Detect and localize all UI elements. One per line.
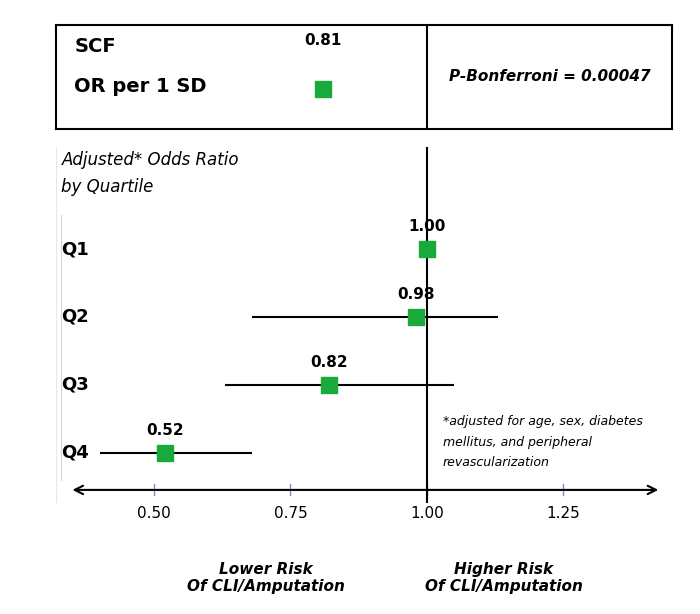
Text: *adjusted for age, sex, diabetes: *adjusted for age, sex, diabetes: [443, 415, 643, 429]
Text: SCF: SCF: [74, 37, 116, 56]
Text: 0.50: 0.50: [137, 505, 171, 521]
Text: P-Bonferroni = 0.00047: P-Bonferroni = 0.00047: [449, 69, 650, 84]
Text: 0.81: 0.81: [304, 33, 342, 48]
Text: Q1: Q1: [62, 240, 89, 258]
Text: 0.75: 0.75: [274, 505, 307, 521]
Text: 0.98: 0.98: [397, 287, 435, 302]
Text: revascularization: revascularization: [443, 456, 550, 469]
Text: Q2: Q2: [62, 308, 89, 326]
Text: 0.82: 0.82: [310, 355, 347, 370]
Text: mellitus, and peripheral: mellitus, and peripheral: [443, 436, 592, 449]
Text: OR per 1 SD: OR per 1 SD: [74, 77, 207, 96]
Text: 0.52: 0.52: [146, 422, 184, 438]
Text: by Quartile: by Quartile: [62, 178, 154, 196]
Text: 1.00: 1.00: [410, 505, 444, 521]
Text: Q4: Q4: [62, 443, 89, 462]
Text: Q3: Q3: [62, 376, 89, 394]
Text: 1.00: 1.00: [408, 219, 445, 234]
Text: 1.25: 1.25: [546, 505, 580, 521]
Text: Lower Risk
Of CLI/Amputation: Lower Risk Of CLI/Amputation: [187, 562, 345, 594]
Text: Adjusted* Odds Ratio: Adjusted* Odds Ratio: [62, 151, 239, 169]
Text: Higher Risk
Of CLI/Amputation: Higher Risk Of CLI/Amputation: [425, 562, 583, 594]
